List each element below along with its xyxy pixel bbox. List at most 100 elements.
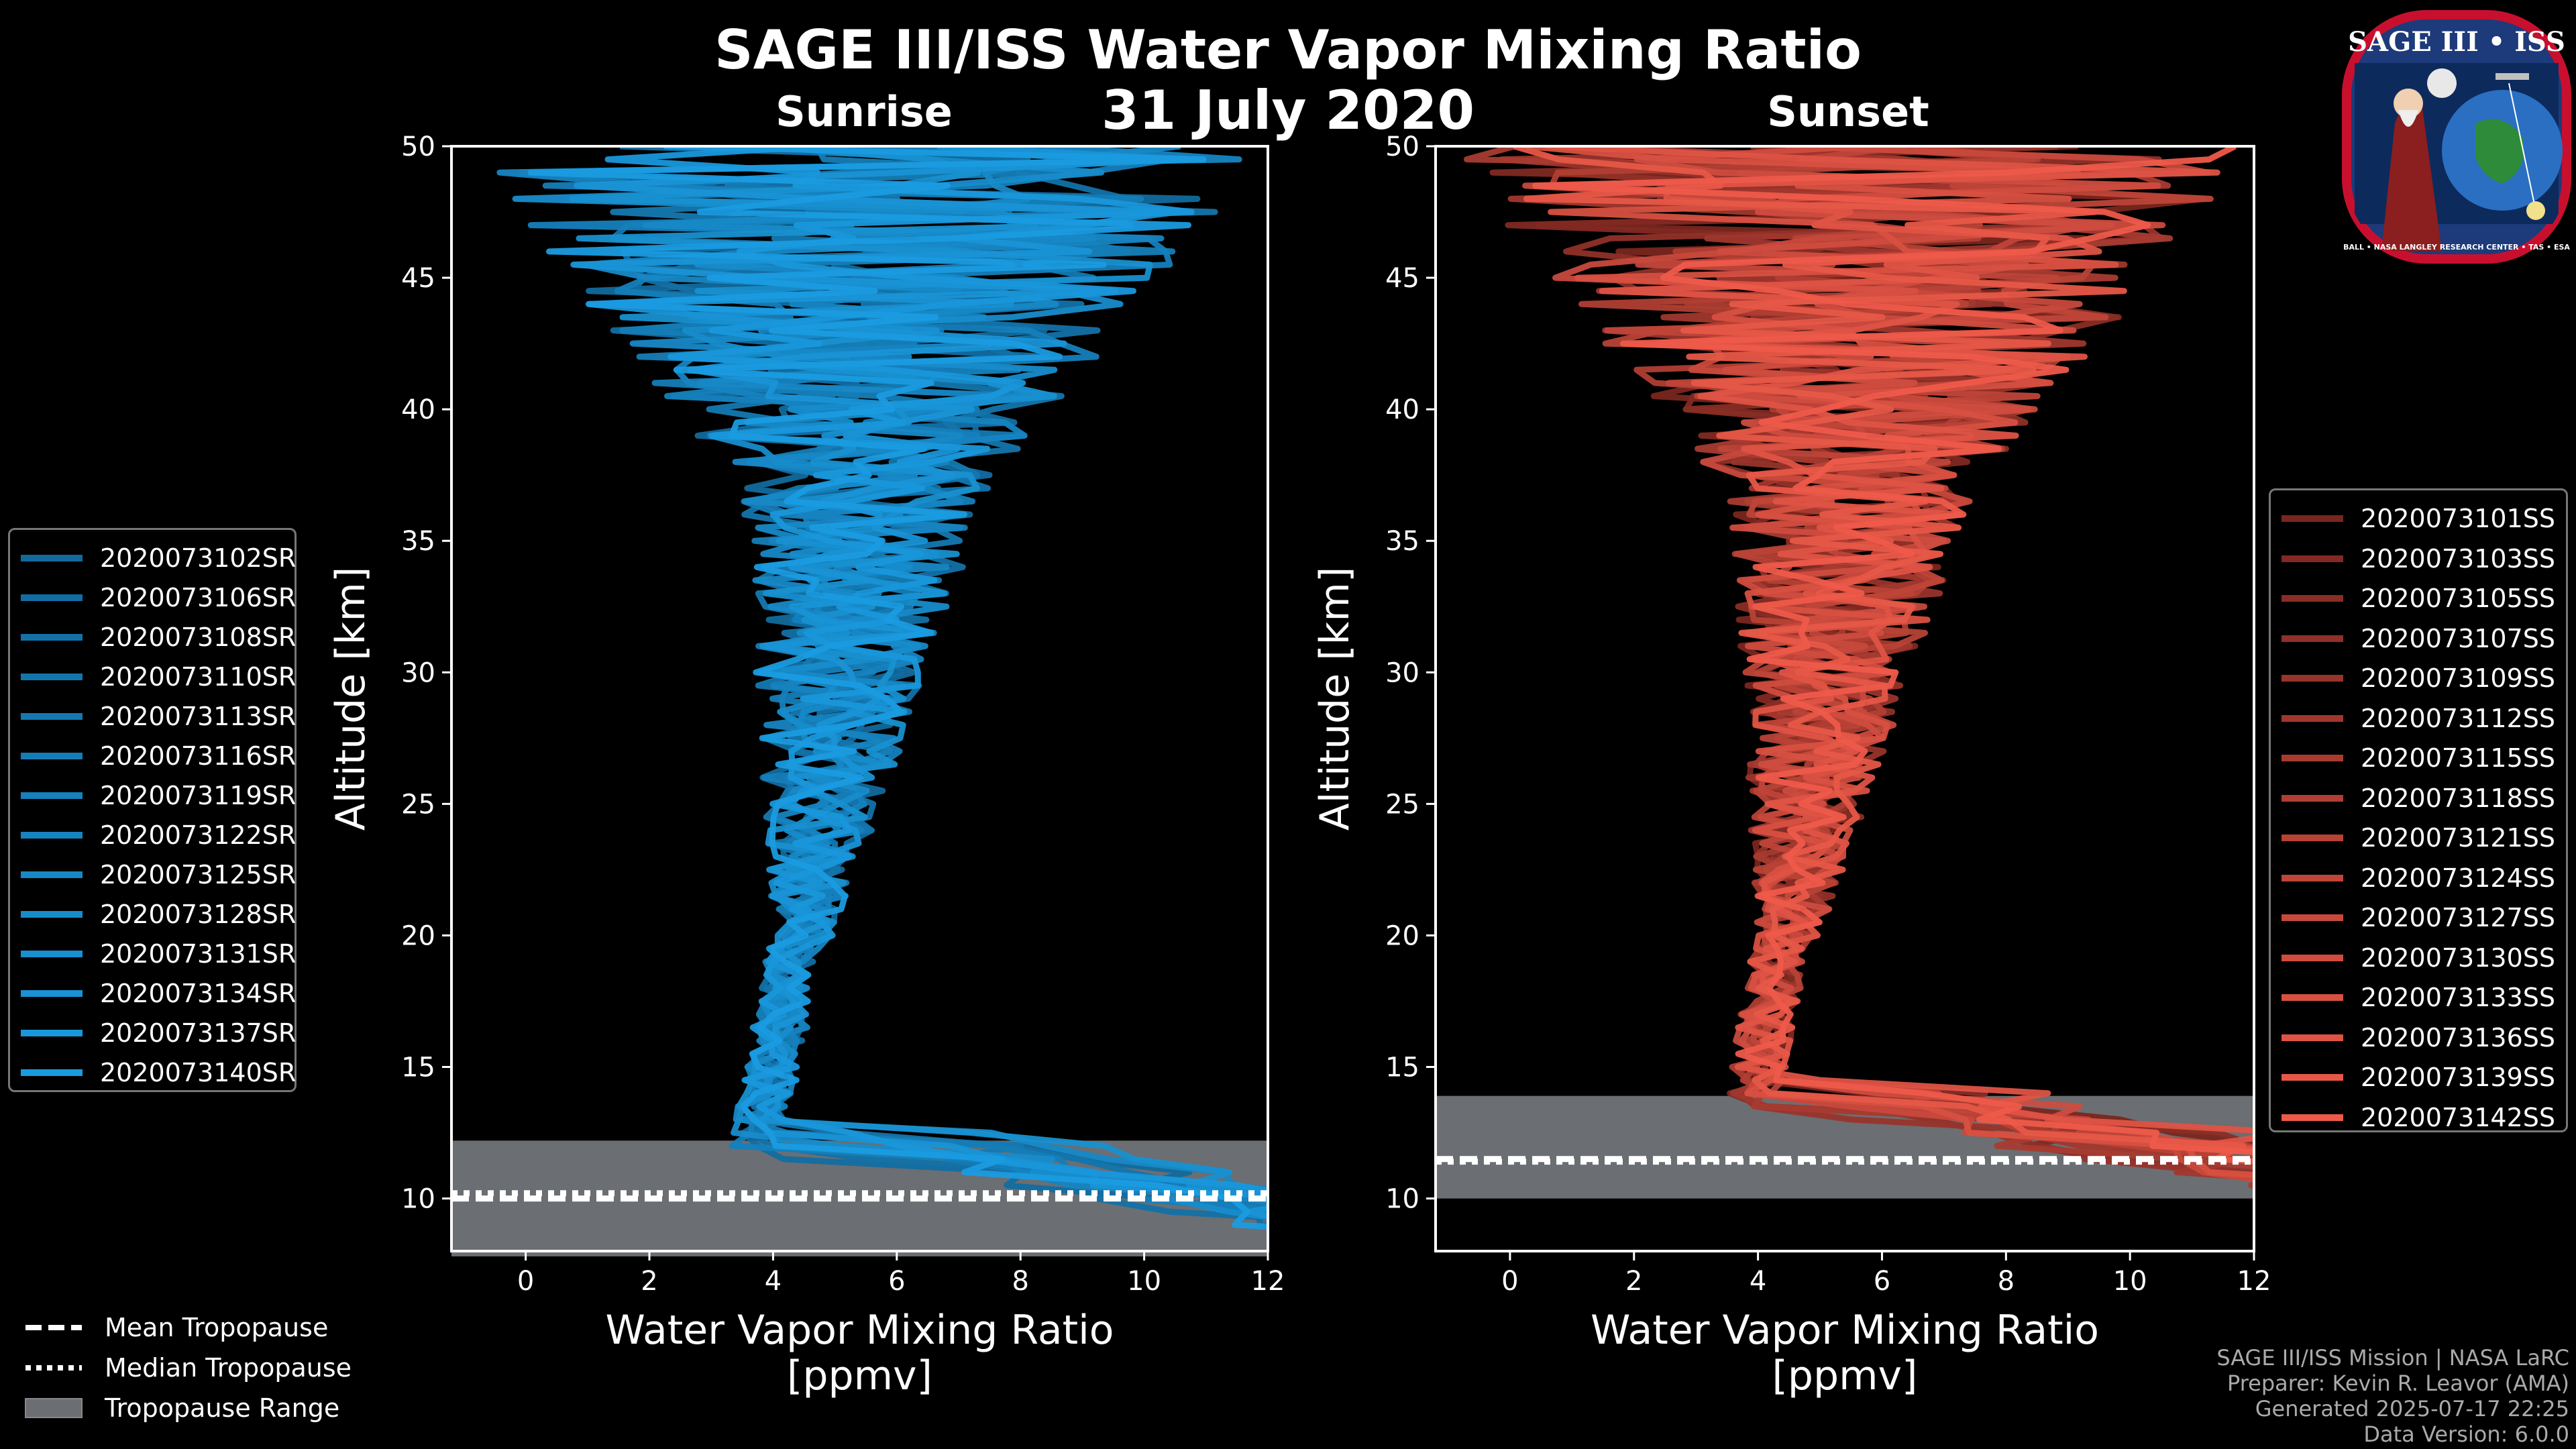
- credit-generated: Generated 2025-07-17 22:25: [2255, 1396, 2569, 1421]
- x-tick-label: 8: [1998, 1266, 2015, 1297]
- sunset-plot: 0 2 4 6 8 10 12 10 15 20 25 30 35 40 45 50 Water Vapor M…: [1311, 131, 2271, 1399]
- legend-swatch: [21, 594, 83, 601]
- legend-swatch: [21, 911, 83, 918]
- legend-swatch: [2282, 874, 2343, 881]
- legend-item-2020073112SS: 2020073112SS: [2271, 700, 2555, 737]
- credits-block: SAGE III/ISS Mission | NASA LaRC Prepare…: [2216, 1345, 2569, 1447]
- y-tick-label: 50: [1385, 131, 1419, 162]
- series-line-2020073137SR: [604, 146, 1268, 1194]
- legend-item-2020073121SS: 2020073121SS: [2271, 819, 2555, 857]
- y-tick-label: 25: [401, 789, 435, 820]
- legend-swatch: [2282, 835, 2343, 841]
- x-tick-label: 10: [2113, 1266, 2147, 1297]
- x-tick-label: 0: [1501, 1266, 1518, 1297]
- legend-swatch: [21, 832, 83, 839]
- legend-swatch: [2282, 714, 2343, 722]
- legend-mean-tropopause: Mean Tropopause: [20, 1308, 328, 1347]
- x-tick-label: 2: [641, 1266, 657, 1297]
- x-tick-label: 6: [888, 1266, 905, 1297]
- sunrise-plot: 0 2 4 6 8 10 12 10 15 20 25 30 35 40 45 50 Water Vapor M…: [327, 131, 1285, 1399]
- legend-swatch: [2282, 1074, 2343, 1081]
- legend-swatch: [21, 713, 83, 720]
- y-tick-label: 30: [401, 657, 435, 688]
- x-axis-label: Water Vapor Mixing Ratio: [606, 1307, 1114, 1354]
- x-axis-label: [ppmv]: [1772, 1352, 1918, 1399]
- legend-item-2020073116SR: 2020073116SR: [10, 737, 296, 775]
- legend-swatch: [2282, 755, 2343, 761]
- y-axis-label: Altitude [km]: [327, 567, 374, 831]
- legend-label: 2020073134SR: [100, 979, 297, 1008]
- legend-item-2020073110SR: 2020073110SR: [10, 658, 296, 696]
- median-tropopause-swatch: [25, 1365, 82, 1371]
- legend-item-2020073130SS: 2020073130SS: [2271, 939, 2555, 977]
- y-tick-label: 45: [1385, 263, 1419, 294]
- legend-label: 2020073124SS: [2361, 863, 2556, 893]
- legend-label: 2020073121SS: [2361, 823, 2556, 853]
- legend-median-tropopause: Median Tropopause: [20, 1348, 352, 1387]
- legend-label: 2020073125SR: [100, 860, 297, 890]
- legend-label: 2020073122SR: [100, 820, 297, 850]
- chart-date: 31 July 2020: [1102, 79, 1474, 142]
- legend-label: 2020073113SR: [100, 702, 297, 731]
- legend-item-2020073134SR: 2020073134SR: [10, 975, 296, 1012]
- legend-swatch: [21, 951, 83, 957]
- plot-frame: [450, 145, 1269, 1252]
- credit-preparer: Preparer: Kevin R. Leavor (AMA): [2226, 1371, 2569, 1396]
- legend-label: 2020073116SR: [100, 741, 297, 771]
- x-tick-label: 0: [517, 1266, 534, 1297]
- x-tick-label: 4: [765, 1266, 782, 1297]
- legend-swatch: [2282, 635, 2343, 642]
- legend-item-2020073133SS: 2020073133SS: [2271, 979, 2555, 1016]
- legend-swatch: [21, 1069, 83, 1076]
- y-tick-label: 10: [1385, 1184, 1419, 1215]
- legend-item-2020073115SS: 2020073115SS: [2271, 739, 2555, 777]
- series-line-2020073142SS: [1532, 146, 2254, 1155]
- legend-item-2020073125SR: 2020073125SR: [10, 856, 296, 894]
- legend-label: 2020073142SS: [2361, 1102, 2556, 1132]
- legend-item-2020073128SR: 2020073128SR: [10, 896, 296, 933]
- legend-label: 2020073130SS: [2361, 943, 2556, 973]
- legend-item-2020073131SR: 2020073131SR: [10, 935, 296, 973]
- legend-label: 2020073127SS: [2361, 903, 2556, 932]
- legend-swatch: [21, 1030, 83, 1036]
- legend-label: 2020073136SS: [2361, 1022, 2556, 1053]
- y-tick-label: 25: [1385, 789, 1419, 820]
- x-tick-label: 12: [1251, 1266, 1285, 1297]
- legend-swatch: [2282, 1114, 2343, 1121]
- x-tick-label: 12: [2237, 1266, 2271, 1297]
- mean-tropopause-swatch: [25, 1325, 82, 1330]
- legend-swatch: [21, 871, 83, 878]
- legend-swatch: [21, 634, 83, 641]
- series-line-2020073140SR: [527, 146, 1268, 1230]
- series-line-2020073136SS: [1546, 146, 2254, 1152]
- legend-item-2020073105SS: 2020073105SS: [2271, 580, 2555, 617]
- legend-item-2020073142SS: 2020073142SS: [2271, 1099, 2555, 1136]
- credit-data-version: Data Version: 6.0.0: [2363, 1421, 2569, 1447]
- median-tropopause-label: Median Tropopause: [105, 1353, 352, 1383]
- legend-tropopause-range: Tropopause Range: [20, 1389, 339, 1428]
- legend-item-2020073139SS: 2020073139SS: [2271, 1059, 2555, 1096]
- sunrise-legend: 2020073102SR 2020073106SR 2020073108SR 2020…: [8, 528, 297, 1092]
- x-tick-label: 2: [1625, 1266, 1642, 1297]
- y-tick-label: 30: [1385, 657, 1419, 688]
- legend-item-2020073101SS: 2020073101SS: [2271, 500, 2555, 537]
- legend-swatch: [2282, 794, 2343, 802]
- legend-label: 2020073118SS: [2361, 783, 2556, 813]
- tropopause-range-swatch: [25, 1398, 83, 1418]
- x-tick-label: 10: [1127, 1266, 1161, 1297]
- y-tick-label: 40: [401, 394, 435, 425]
- legend-label: 2020073107SS: [2361, 623, 2556, 653]
- y-tick-label: 45: [401, 263, 435, 294]
- legend-label: 2020073108SR: [100, 623, 297, 652]
- y-tick-label: 10: [401, 1184, 435, 1215]
- y-tick-label: 50: [401, 131, 435, 162]
- legend-label: 2020073103SS: [2361, 543, 2556, 574]
- x-tick-label: 8: [1012, 1266, 1028, 1297]
- legend-label: 2020073131SR: [100, 939, 297, 969]
- legend-item-2020073102SR: 2020073102SR: [10, 539, 296, 577]
- legend-item-2020073124SS: 2020073124SS: [2271, 859, 2555, 897]
- sunrise-panel-title: Sunrise: [775, 87, 953, 136]
- legend-label: 2020073106SR: [100, 583, 297, 612]
- legend-item-2020073122SR: 2020073122SR: [10, 816, 296, 854]
